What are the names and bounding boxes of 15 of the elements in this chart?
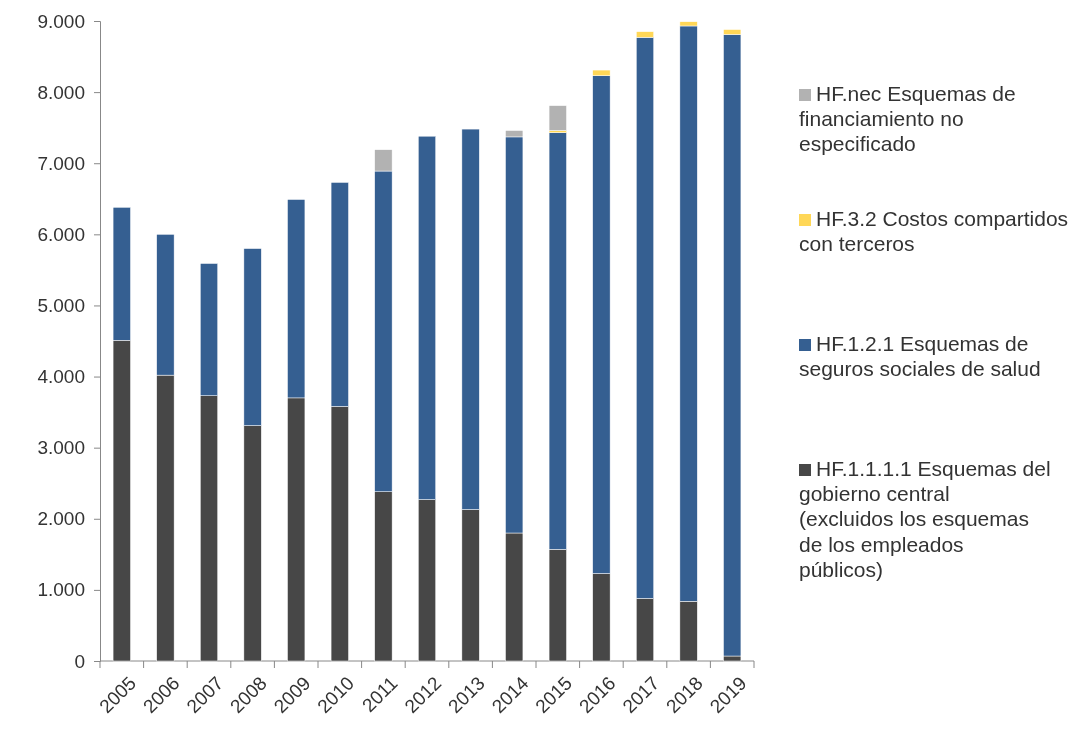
legend-label: HF.3.2 Costos compartidos con terceros	[799, 206, 1069, 255]
y-tick-label: 3.000	[37, 437, 85, 459]
y-tick-label: 4.000	[37, 366, 85, 388]
legend-label: HF.1.2.1 Esquemas de seguros sociales de salud	[799, 331, 1041, 380]
legend-label: HF.1.1.1.1 Esquemas del gobierno central (excluidos los esquemas de los empleados públicos)	[799, 456, 1051, 581]
y-tick-label: 1.000	[37, 579, 85, 601]
y-tick-label: 8.000	[37, 81, 85, 103]
y-tick-label: 2.000	[37, 508, 85, 530]
legend-label: HF.nec Esquemas de financiamiento no especificado	[799, 81, 1016, 155]
y-tick-label: 5.000	[37, 295, 85, 317]
y-tick-label: 6.000	[37, 223, 85, 245]
y-tick-label: 9.000	[37, 10, 85, 32]
y-tick-label: 0	[74, 650, 85, 672]
y-tick-label: 7.000	[37, 152, 85, 174]
bar	[548, 105, 567, 131]
